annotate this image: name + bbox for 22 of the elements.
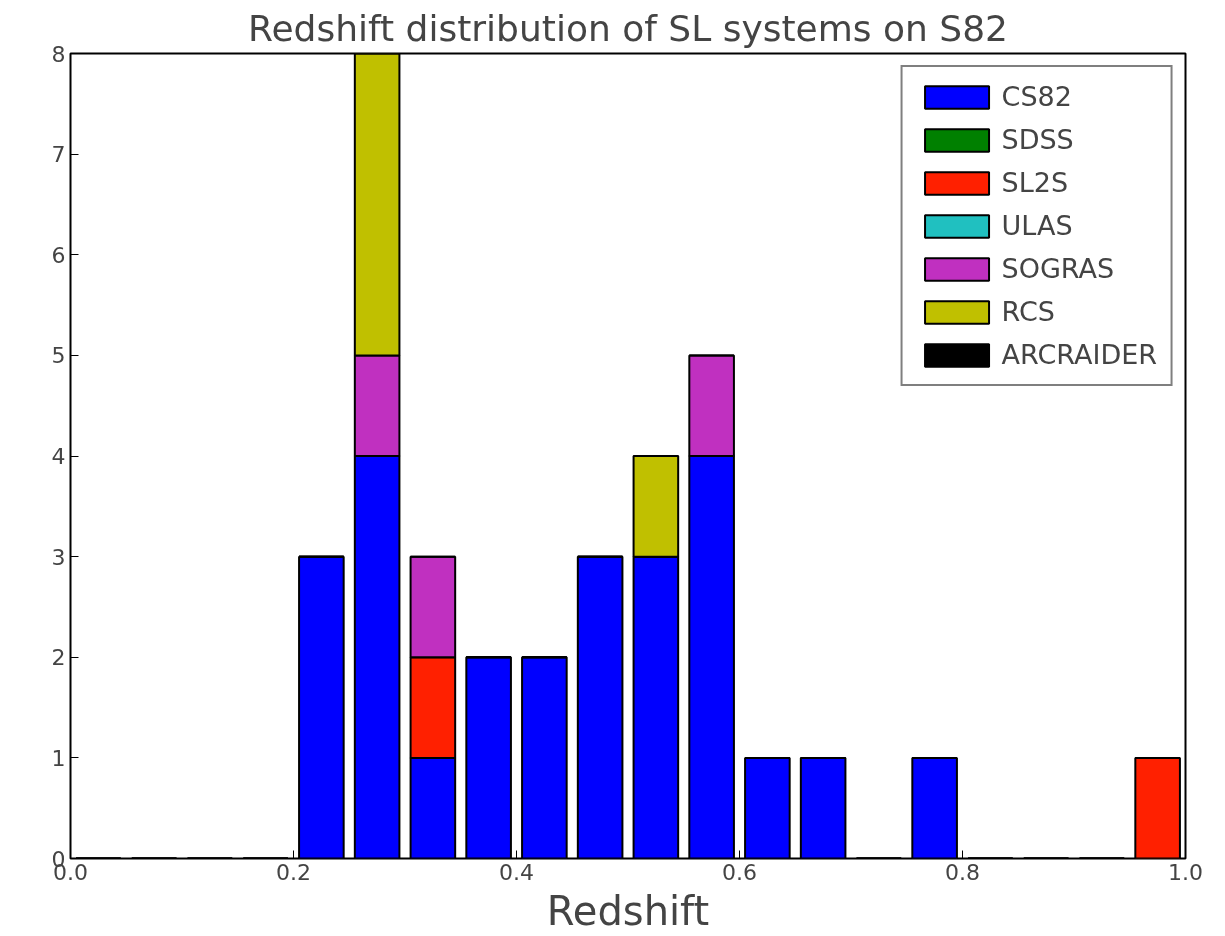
legend-label: SL2S [1001, 167, 1069, 198]
x-tick-label: 0.8 [945, 859, 981, 885]
y-tick-label: 4 [51, 444, 66, 469]
legend-label: RCS [1001, 296, 1055, 327]
y-tick-label: 1 [51, 745, 66, 771]
legend-label: SDSS [1001, 124, 1074, 155]
x-tick-label: 0.4 [499, 859, 535, 885]
y-tick-label: 3 [51, 544, 66, 570]
y-tick-label: 8 [51, 41, 66, 67]
legend-label: SOGRAS [1001, 253, 1115, 284]
legend-label: CS82 [1001, 81, 1072, 112]
x-axis-title: Redshift [546, 887, 710, 934]
x-tick-label: 0.2 [276, 859, 312, 885]
chart-title: Redshift distribution of SL systems on S82 [248, 7, 1008, 49]
x-tick-label: 1.0 [1168, 859, 1204, 885]
y-tick-label: 7 [51, 142, 66, 168]
legend-label: ULAS [1001, 210, 1073, 241]
y-tick-label: 2 [51, 645, 66, 671]
y-tick-label: 6 [51, 242, 66, 268]
y-tick-label: 5 [51, 343, 66, 369]
x-tick-label: 0.6 [722, 859, 758, 885]
legend-label: ARCRAIDER [1001, 339, 1157, 370]
